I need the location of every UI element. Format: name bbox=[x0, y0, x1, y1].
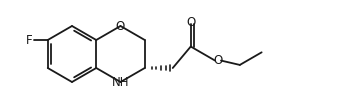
Text: O: O bbox=[116, 20, 125, 33]
Text: NH: NH bbox=[112, 75, 129, 88]
Text: O: O bbox=[186, 16, 195, 29]
Text: O: O bbox=[213, 54, 223, 67]
Text: F: F bbox=[25, 33, 32, 47]
